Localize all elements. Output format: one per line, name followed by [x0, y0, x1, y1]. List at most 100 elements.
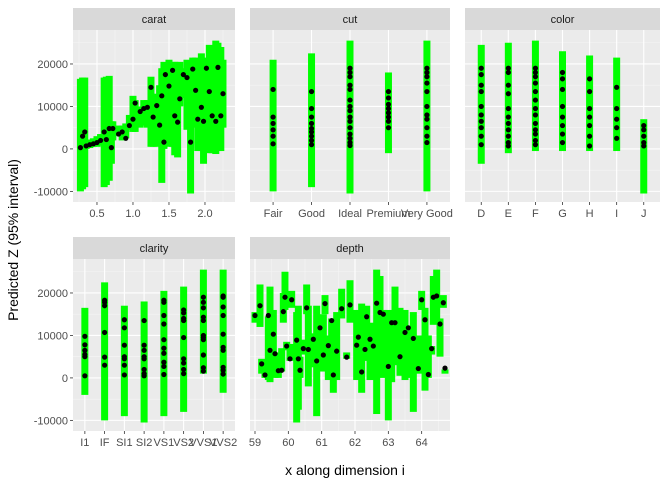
interval-bar	[396, 307, 404, 376]
prediction-point	[559, 139, 566, 146]
interval-bar	[176, 61, 184, 107]
prediction-point	[424, 112, 430, 118]
strip-background	[250, 237, 450, 259]
prediction-point	[161, 363, 167, 370]
prediction-point	[121, 317, 127, 323]
prediction-point	[339, 306, 345, 312]
prediction-point	[200, 352, 206, 358]
interval-bar	[424, 335, 432, 378]
prediction-point	[121, 372, 127, 378]
interval-bar	[441, 369, 449, 374]
prediction-point	[137, 108, 143, 115]
prediction-point	[82, 347, 88, 353]
prediction-point	[102, 303, 108, 309]
prediction-point	[334, 348, 340, 354]
prediction-point	[161, 371, 167, 378]
x-axis-title: x along dimension i	[285, 462, 405, 478]
prediction-point	[161, 312, 167, 319]
prediction-point	[344, 354, 350, 360]
prediction-point	[141, 317, 147, 324]
prediction-point	[347, 65, 353, 71]
prediction-point	[144, 104, 150, 110]
prediction-point	[270, 141, 276, 147]
prediction-point	[359, 369, 365, 375]
strip-background	[250, 8, 450, 30]
prediction-point	[220, 304, 226, 310]
prediction-point	[175, 119, 181, 125]
prediction-point	[106, 125, 112, 132]
prediction-point	[478, 125, 484, 131]
interval-bar	[125, 114, 133, 130]
interval-bar	[165, 59, 173, 147]
x-tick-label: 64	[416, 437, 428, 449]
prediction-point	[169, 67, 176, 73]
prediction-point	[121, 362, 127, 368]
prediction-point	[440, 300, 446, 306]
prediction-point	[532, 127, 539, 133]
prediction-point	[559, 122, 566, 129]
prediction-point	[294, 337, 300, 343]
prediction-point	[82, 373, 88, 379]
strip-label: cut	[343, 14, 358, 26]
prediction-point	[154, 102, 160, 109]
prediction-point	[559, 69, 566, 76]
panel-depth: depth 59 60 61 62 63 64	[249, 237, 450, 449]
prediction-point	[478, 82, 484, 88]
interval-bar	[122, 123, 130, 139]
prediction-point	[215, 64, 221, 70]
interval-bar	[286, 343, 294, 361]
prediction-point	[586, 105, 593, 112]
prediction-point	[329, 317, 335, 324]
prediction-point	[614, 84, 620, 90]
x-tick-label: SI1	[116, 437, 133, 449]
prediction-point	[308, 129, 315, 135]
prediction-point	[478, 133, 484, 139]
prediction-point	[532, 97, 539, 103]
interval-bar	[194, 63, 202, 152]
prediction-point	[257, 303, 263, 309]
x-tick-label: E	[505, 208, 512, 220]
prediction-point	[586, 114, 593, 120]
prediction-point	[157, 122, 163, 128]
interval-bar	[304, 305, 312, 387]
strip-background	[465, 8, 660, 30]
prediction-point	[397, 354, 403, 360]
prediction-point	[218, 113, 224, 119]
prediction-point	[347, 69, 353, 76]
prediction-point	[347, 103, 353, 110]
prediction-point	[347, 125, 353, 131]
x-tick-label: Good	[298, 208, 325, 220]
prediction-point	[289, 297, 295, 303]
prediction-point	[425, 371, 431, 378]
prediction-point	[181, 317, 187, 324]
prediction-point	[422, 317, 428, 323]
x-tick-label: IF	[100, 437, 110, 449]
prediction-point	[220, 367, 226, 373]
interval-bar	[640, 119, 648, 194]
x-tick-label: Very Good	[401, 208, 453, 220]
prediction-point	[181, 371, 187, 377]
prediction-point	[220, 294, 226, 300]
prediction-point	[330, 372, 336, 378]
prediction-point	[505, 120, 511, 127]
prediction-point	[314, 358, 320, 364]
prediction-point	[308, 88, 315, 95]
interval-bar	[208, 53, 216, 154]
prediction-point	[429, 346, 435, 352]
x-tick-label: H	[586, 208, 594, 220]
interval-bar	[319, 314, 327, 372]
panel-color: color D E F G H I J	[465, 8, 660, 220]
prediction-point	[141, 373, 147, 379]
prediction-point	[121, 356, 127, 362]
prediction-point	[79, 133, 86, 139]
prediction-point	[586, 122, 593, 129]
prediction-point	[424, 125, 430, 131]
prediction-point	[385, 118, 392, 124]
interval-bar	[115, 125, 123, 137]
prediction-point	[437, 321, 443, 327]
x-tick-label: I1	[80, 437, 89, 449]
prediction-point	[586, 133, 593, 139]
prediction-point	[559, 103, 566, 110]
prediction-point	[121, 325, 127, 331]
